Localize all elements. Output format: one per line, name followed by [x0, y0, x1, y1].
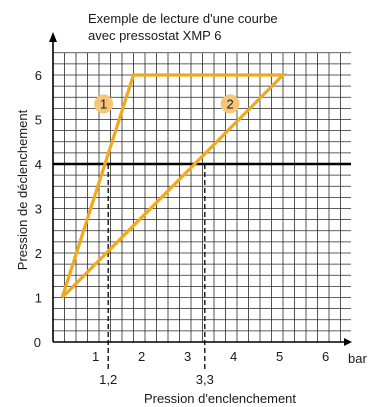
x-tick-label: 3 — [184, 349, 191, 364]
x-unit-label: bar — [348, 351, 367, 366]
marker-label: 1,2 — [99, 372, 117, 387]
x-tick-label: 4 — [230, 349, 237, 364]
curve-outline-group — [60, 73, 287, 299]
marker-label: 3,3 — [196, 372, 214, 387]
x-tick-label: 1 — [92, 349, 99, 364]
y-tick-label: 4 — [35, 157, 42, 172]
chart-title-line2: avec pressostat XMP 6 — [88, 28, 221, 43]
curve-outline — [60, 73, 287, 299]
y-axis-label: Pression de déclenchement — [15, 109, 30, 270]
curve-badge-label: 2 — [226, 96, 233, 111]
y-axis-arrow — [49, 32, 57, 42]
x-tick-label: 6 — [322, 349, 329, 364]
y-tick-label: 5 — [35, 113, 42, 128]
y-tick-label: 3 — [35, 202, 42, 217]
chart-title-line1: Exemple de lecture d'une courbe — [88, 11, 278, 26]
grid — [53, 52, 351, 342]
x-tick-label: 2 — [138, 349, 145, 364]
x-axis-arrow — [344, 338, 352, 346]
curve-badge — [94, 94, 114, 114]
axes — [49, 32, 352, 346]
origin-label: 0 — [34, 335, 41, 350]
curve-badge-label: 1 — [100, 96, 107, 111]
y-tick-label: 1 — [35, 291, 42, 306]
x-tick-label: 5 — [276, 349, 283, 364]
marker-lines — [107, 164, 206, 372]
y-tick-label: 6 — [35, 68, 42, 83]
y-tick-label: 2 — [35, 246, 42, 261]
curve-badge — [220, 94, 240, 114]
x-axis-label: Pression d'enclenchement — [144, 391, 296, 406]
